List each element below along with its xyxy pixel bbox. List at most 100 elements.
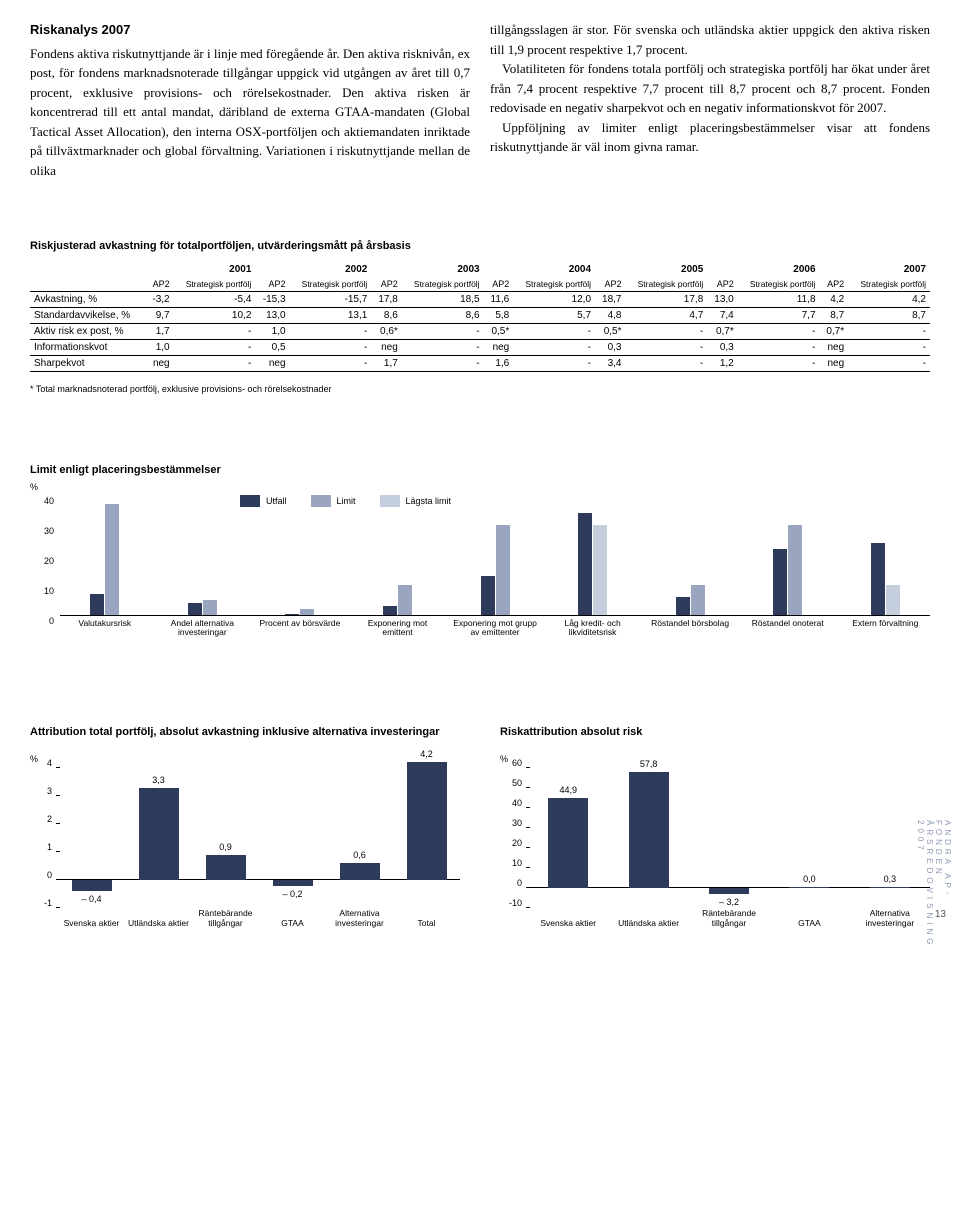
bar-label: GTAA — [259, 919, 326, 928]
bar — [285, 614, 299, 616]
bar-group: 0,9Räntebärande tillgångar — [192, 768, 259, 908]
bar-label: Andel alternativa investeringar — [158, 619, 248, 638]
table-cell: - — [626, 356, 708, 372]
table-cell: - — [626, 340, 708, 356]
table-cell: -15,7 — [290, 292, 372, 308]
table-cell: - — [402, 340, 484, 356]
bar-label: Svenska aktier — [528, 919, 608, 928]
bar-label: Total — [393, 919, 460, 928]
bar: – 3,2 — [709, 888, 749, 894]
y-tick: 20 — [44, 556, 54, 566]
chart1-plot: ValutakursriskAndel alternativa invester… — [60, 496, 930, 616]
bar-group: Andel alternativa investeringar — [158, 496, 248, 615]
chart1-yaxis: 010203040 — [30, 496, 58, 626]
y-tick: 1 — [47, 842, 52, 852]
table-cell: - — [513, 356, 595, 372]
y-tick: -10 — [509, 898, 522, 908]
year-header: 2007 — [820, 262, 930, 277]
bar — [188, 603, 202, 615]
y-tick: 0 — [517, 878, 522, 888]
bar-label: Procent av börsvärde — [255, 619, 345, 628]
table-cell: 13,0 — [255, 308, 289, 324]
row-label: Informationskvot — [30, 340, 146, 356]
table-row: Avkastning, %-3,2-5,4-15,3-15,717,818,51… — [30, 292, 930, 308]
bar — [578, 513, 592, 615]
bar: 3,3 — [139, 788, 179, 880]
table-cell: - — [626, 324, 708, 340]
bar-value: – 0,4 — [81, 894, 101, 904]
bar — [300, 609, 314, 615]
bar-label: Valutakursrisk — [60, 619, 150, 628]
table-cell: neg — [146, 356, 174, 372]
bar-group: Exponering mot emittent — [353, 496, 443, 615]
bar-group: Exponering mot grupp av emittenter — [450, 496, 540, 615]
section-heading: Riskanalys 2007 — [30, 20, 470, 40]
bar — [788, 525, 802, 615]
table-cell: - — [848, 324, 930, 340]
table-cell: neg — [371, 340, 401, 356]
paragraph-right-b: Volatiliteten för fondens totala portföl… — [490, 59, 930, 118]
table-cell: - — [738, 340, 820, 356]
bar: 4,2 — [407, 762, 447, 880]
paragraph-right-a: tillgångsslagen är stor. För svenska och… — [490, 22, 930, 57]
year-header: 2002 — [255, 262, 371, 277]
table-cell: 1,7 — [146, 324, 174, 340]
table-cell: 1,6 — [484, 356, 514, 372]
bar-value: 0,6 — [353, 850, 366, 860]
table-cell: 11,6 — [484, 292, 514, 308]
table-cell: 7,7 — [738, 308, 820, 324]
year-header: 2005 — [595, 262, 707, 277]
table-cell: 0,5* — [595, 324, 625, 340]
sub-header-portfolio: Strategisk portfölj — [626, 277, 708, 292]
bar: – 0,4 — [72, 880, 112, 891]
bar-group: 3,3Utländska aktier — [125, 768, 192, 908]
chart3-yaxis: -100102030405060 — [500, 768, 526, 908]
table-cell: 17,8 — [626, 292, 708, 308]
sub-header-portfolio: Strategisk portfölj — [738, 277, 820, 292]
bar: 0,3 — [870, 887, 910, 888]
table-footnote: * Total marknadsnoterad portfölj, exklus… — [30, 384, 930, 394]
table-cell: 0,3 — [707, 340, 737, 356]
bar-label: Utländska aktier — [125, 919, 192, 928]
table-cell: 1,7 — [371, 356, 401, 372]
year-header: 2003 — [371, 262, 483, 277]
sub-header-ap2: AP2 — [707, 277, 737, 292]
bar-label: Svenska aktier — [58, 919, 125, 928]
bar — [203, 600, 217, 615]
bar-group: – 0,2GTAA — [259, 768, 326, 908]
bar — [383, 606, 397, 615]
bar-group: 4,2Total — [393, 768, 460, 908]
bar-group: 57,8Utländska aktier — [608, 768, 688, 908]
bar-group: Extern förvaltning — [841, 496, 931, 615]
bar-label: Röstandel onoterat — [743, 619, 833, 628]
table-cell: 12,0 — [513, 292, 595, 308]
chart2-plot: – 0,4Svenska aktier3,3Utländska aktier0,… — [58, 768, 460, 908]
bar-value: – 3,2 — [719, 897, 739, 907]
bar-group: Valutakursrisk — [60, 496, 150, 615]
y-tick: 3 — [47, 786, 52, 796]
table-cell: - — [290, 324, 372, 340]
chart2-yunit: % — [30, 754, 38, 764]
table-cell: 1,2 — [707, 356, 737, 372]
chart1-yunit: % — [30, 482, 38, 492]
bar: – 0,2 — [273, 880, 313, 886]
bar — [481, 576, 495, 615]
chart2-title: Attribution total portfölj, absolut avka… — [30, 726, 460, 752]
table-cell: 11,8 — [738, 292, 820, 308]
sub-header-ap2: AP2 — [595, 277, 625, 292]
bar-label: Röstandel börsbolag — [645, 619, 735, 628]
bar-group: 44,9Svenska aktier — [528, 768, 608, 908]
row-label: Sharpekvot — [30, 356, 146, 372]
sidebar-text: ANDRA AP-FONDEN ÅRSREDOVISNING 2007 — [916, 820, 952, 948]
table-cell: 9,7 — [146, 308, 174, 324]
bar — [90, 594, 104, 615]
column-left: Riskanalys 2007 Fondens aktiva riskutnyt… — [30, 20, 470, 180]
bar — [496, 525, 510, 615]
y-tick: 4 — [47, 758, 52, 768]
y-tick: 60 — [512, 758, 522, 768]
y-tick: 40 — [512, 798, 522, 808]
table-cell: 0,3 — [595, 340, 625, 356]
table-cell: 0,5 — [255, 340, 289, 356]
chart3-yunit: % — [500, 754, 508, 764]
bar-value: 0,9 — [219, 842, 232, 852]
